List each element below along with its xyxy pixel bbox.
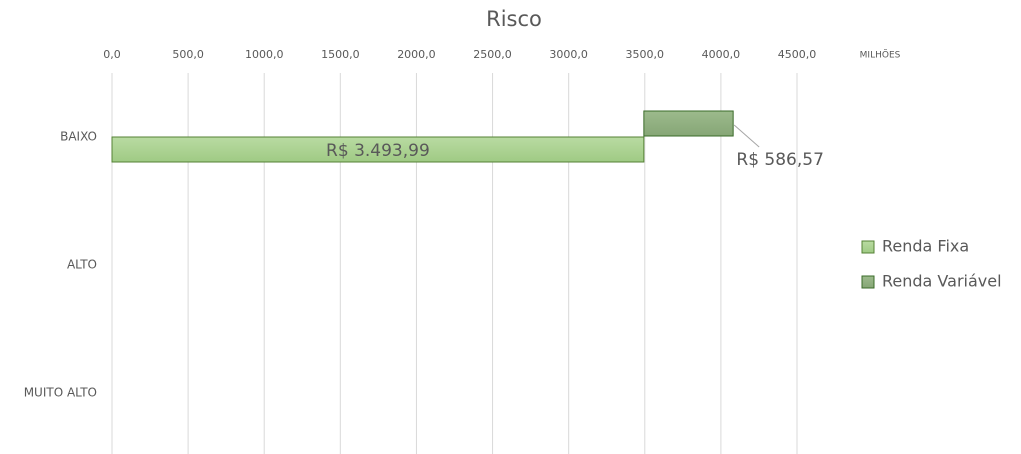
legend-swatch — [861, 275, 875, 289]
x-tick-label: 1000,0 — [245, 48, 284, 61]
x-tick-label: 4000,0 — [702, 48, 741, 61]
x-tick-label: 500,0 — [172, 48, 204, 61]
leader-line — [733, 124, 760, 148]
x-tick-label: 3500,0 — [626, 48, 665, 61]
data-label: R$ 3.493,99 — [326, 141, 430, 161]
chart-title: Risco — [486, 7, 542, 31]
x-tick-label: 4500,0 — [778, 48, 817, 61]
legend-swatch — [861, 240, 875, 254]
x-tick-label: 2500,0 — [473, 48, 512, 61]
x-tick-label: 0,0 — [103, 48, 121, 61]
bar — [111, 136, 645, 163]
x-tick-label: 1500,0 — [321, 48, 360, 61]
legend-label: Renda Fixa — [882, 237, 969, 256]
bar — [643, 110, 734, 137]
y-tick-label: BAIXO — [60, 130, 97, 144]
legend-label: Renda Variável — [882, 272, 1002, 291]
y-tick-label: ALTO — [67, 258, 97, 272]
axis-unit: MILHÕES — [860, 49, 901, 61]
y-tick-label: MUITO ALTO — [24, 386, 97, 400]
x-tick-label: 2000,0 — [397, 48, 436, 61]
data-label: R$ 586,57 — [736, 150, 824, 170]
x-tick-label: 3000,0 — [549, 48, 588, 61]
